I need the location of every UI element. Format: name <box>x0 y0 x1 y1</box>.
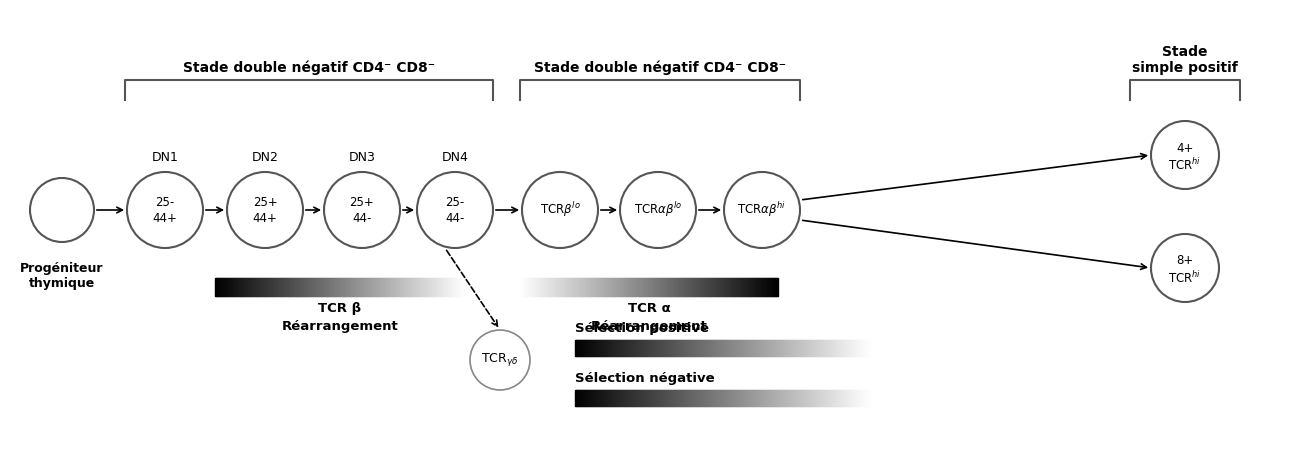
Text: Stade double négatif CD4⁻ CD8⁻: Stade double négatif CD4⁻ CD8⁻ <box>183 61 435 75</box>
Text: TCR$^{hi}$: TCR$^{hi}$ <box>1169 157 1201 173</box>
Circle shape <box>619 172 696 248</box>
Text: TCR$\alpha\beta^{hi}$: TCR$\alpha\beta^{hi}$ <box>737 201 787 219</box>
Circle shape <box>324 172 400 248</box>
Text: 25-
44-: 25- 44- <box>446 196 465 225</box>
Text: Sélection négative: Sélection négative <box>575 372 714 385</box>
Circle shape <box>417 172 492 248</box>
Text: Stade double négatif CD4⁻ CD8⁻: Stade double négatif CD4⁻ CD8⁻ <box>534 61 787 75</box>
Text: Réarrangement: Réarrangement <box>591 320 708 333</box>
Text: DN3: DN3 <box>349 151 376 164</box>
Circle shape <box>30 178 95 242</box>
Text: 25-
44+: 25- 44+ <box>153 196 178 225</box>
Text: 25+
44-: 25+ 44- <box>350 196 375 225</box>
Text: Réarrangement: Réarrangement <box>281 320 398 333</box>
Text: TCR$^{hi}$: TCR$^{hi}$ <box>1169 270 1201 286</box>
Text: TCR$\beta^{lo}$: TCR$\beta^{lo}$ <box>539 201 581 219</box>
Circle shape <box>1151 234 1220 302</box>
Text: Stade
simple positif: Stade simple positif <box>1133 45 1238 75</box>
Text: TCR$_{\gamma\delta}$: TCR$_{\gamma\delta}$ <box>481 352 518 368</box>
Text: 4+: 4+ <box>1177 141 1194 155</box>
Circle shape <box>227 172 303 248</box>
Text: TCR α: TCR α <box>627 302 670 315</box>
Text: DN1: DN1 <box>152 151 179 164</box>
Circle shape <box>1151 121 1220 189</box>
Text: DN4: DN4 <box>442 151 468 164</box>
Text: 8+: 8+ <box>1177 254 1194 267</box>
Text: TCR$\alpha\beta^{lo}$: TCR$\alpha\beta^{lo}$ <box>634 201 682 219</box>
Circle shape <box>522 172 597 248</box>
Text: Sélection positive: Sélection positive <box>575 322 709 335</box>
Circle shape <box>470 330 530 390</box>
Text: DN2: DN2 <box>251 151 279 164</box>
Text: Progéniteur
thymique: Progéniteur thymique <box>21 262 104 290</box>
Text: 25+
44+: 25+ 44+ <box>253 196 277 225</box>
Circle shape <box>127 172 203 248</box>
Circle shape <box>724 172 800 248</box>
Text: TCR β: TCR β <box>319 302 362 315</box>
